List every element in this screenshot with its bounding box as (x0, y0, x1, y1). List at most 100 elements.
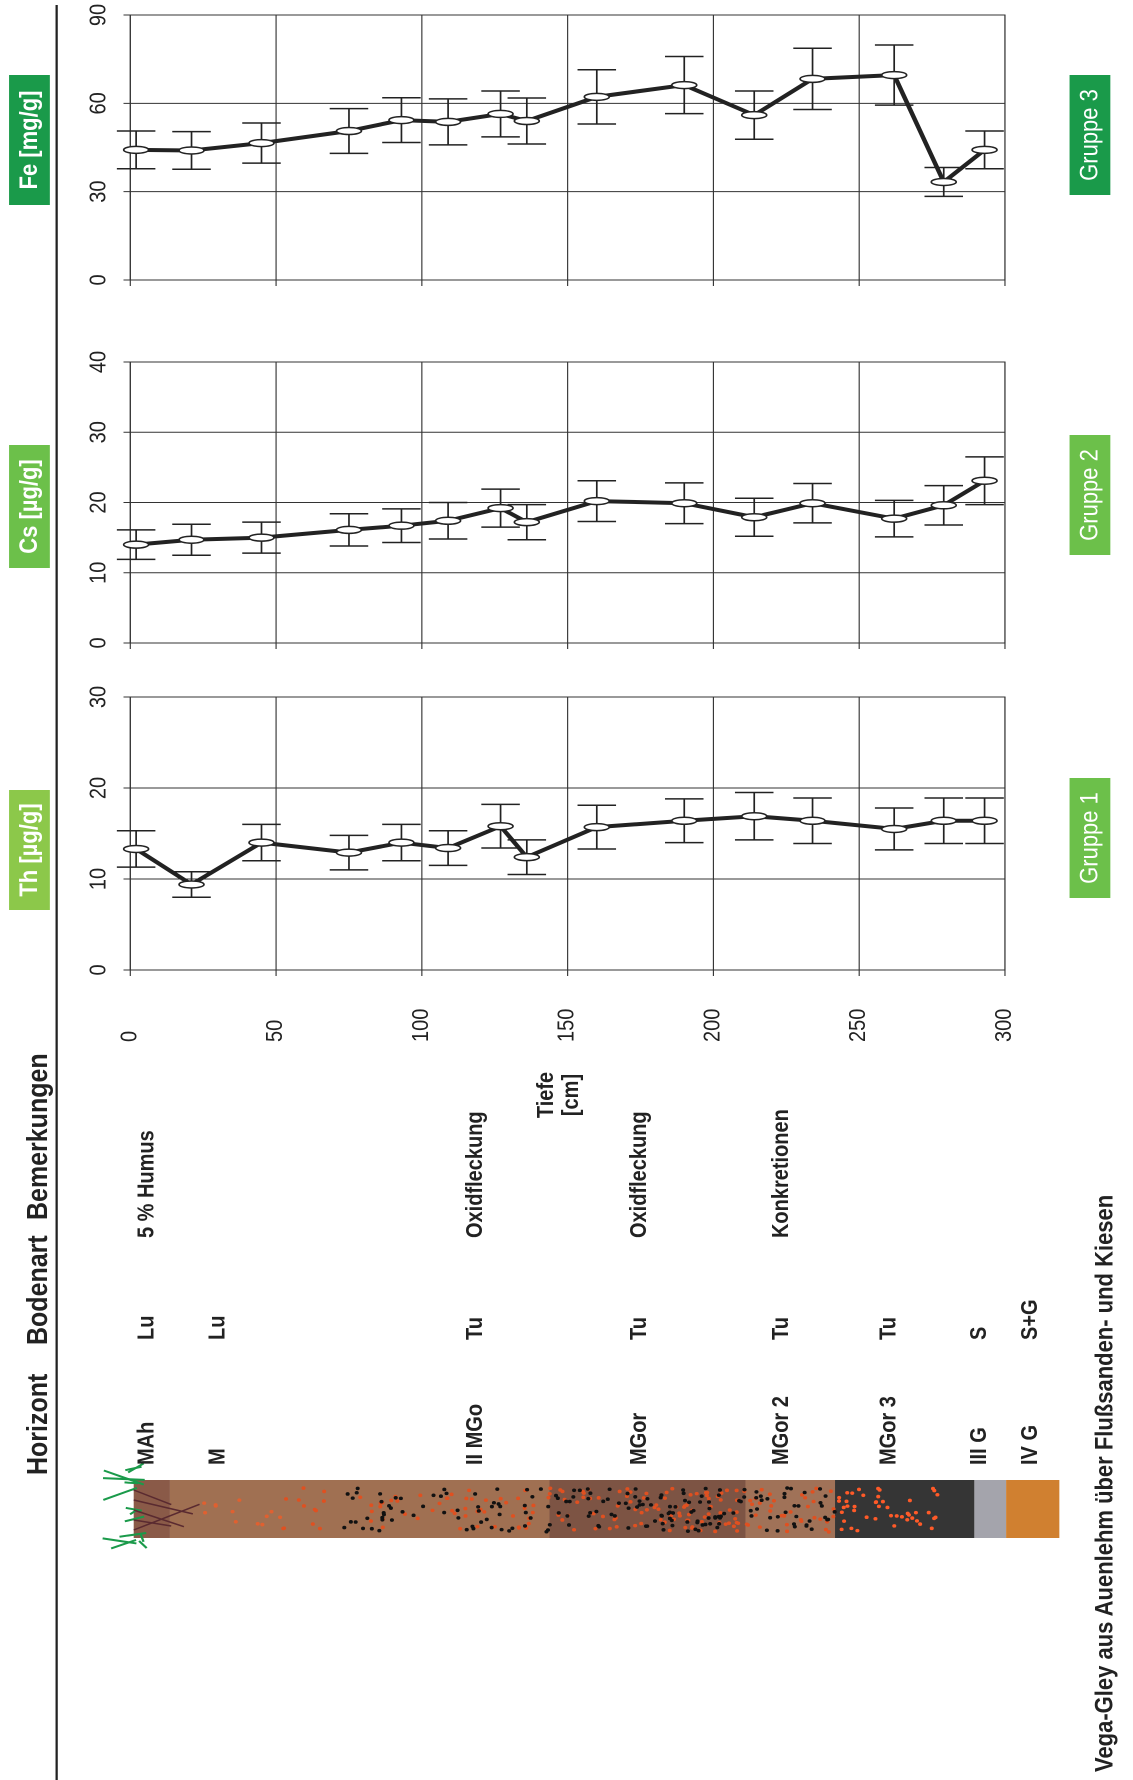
data-point (434, 843, 462, 853)
soil-dot (640, 1502, 645, 1507)
soil-dot (544, 1529, 549, 1534)
soil-dot (702, 1515, 707, 1519)
soil-dot (905, 1518, 910, 1522)
soil-dot (353, 1520, 358, 1524)
soil-layer (974, 1480, 1007, 1538)
soil-dot (935, 1492, 940, 1497)
soil-dot (301, 1504, 306, 1508)
horizon: MGor (626, 1413, 651, 1465)
soil-dot (726, 1521, 732, 1526)
soil-dot (260, 1522, 265, 1527)
soil-dot (555, 1496, 560, 1500)
soil-dot (596, 1496, 601, 1500)
data-point (178, 535, 205, 544)
soil-dot (744, 1522, 749, 1527)
soil-dot (538, 1487, 543, 1491)
horizon: II MGo (462, 1404, 487, 1465)
soil-dot (230, 1509, 235, 1514)
soil-dot (735, 1529, 740, 1533)
soil-dot (499, 1527, 504, 1532)
soil-dot (662, 1496, 668, 1500)
grass (102, 1477, 145, 1481)
data-point (971, 145, 998, 155)
y-tick-label: 20 (86, 491, 111, 513)
soil-dot (498, 1496, 503, 1501)
soil-dot (586, 1496, 591, 1501)
soil-dot (381, 1512, 386, 1517)
soil-dot (522, 1524, 528, 1528)
grass (139, 1534, 145, 1543)
soil-dot (530, 1494, 535, 1499)
soil-dot (719, 1491, 724, 1495)
soil-dot (575, 1500, 580, 1505)
soil-dot (877, 1488, 882, 1492)
grass (127, 1462, 145, 1474)
soil-dot (899, 1515, 904, 1519)
soil-dot (567, 1499, 572, 1504)
soil-dot (525, 1487, 530, 1492)
soil-dot (368, 1519, 373, 1523)
soil-dot (402, 1512, 407, 1516)
soil-dot (782, 1495, 787, 1500)
soil-dot (345, 1492, 350, 1496)
grass (119, 1531, 147, 1538)
soil-dot (641, 1496, 646, 1500)
soil-dot (668, 1513, 674, 1518)
soil-dot (894, 1514, 899, 1518)
soil-dot (597, 1524, 602, 1529)
soil-dot (560, 1518, 565, 1522)
soil-dot (723, 1522, 728, 1526)
soil-dot (203, 1510, 208, 1515)
soil-dot (749, 1514, 754, 1518)
horizon: III G (966, 1427, 991, 1465)
data-point (971, 816, 998, 826)
data-point (122, 540, 150, 549)
soil-dot (639, 1510, 644, 1515)
soil-dot (831, 1507, 836, 1511)
soil-dot (421, 1504, 426, 1509)
header-horizont: Horizont (22, 1374, 54, 1475)
data-point (930, 177, 958, 187)
soil-dot (823, 1515, 828, 1520)
y-tick-label: 20 (86, 777, 111, 799)
x-tick-label: 300 (991, 1009, 1016, 1042)
horizon: MAh (133, 1422, 158, 1465)
soil-dot (489, 1525, 494, 1530)
root (133, 1489, 172, 1506)
soil-dot (656, 1507, 661, 1511)
soil-dot (350, 1496, 355, 1500)
soil-dot (823, 1494, 828, 1498)
soil-dot (395, 1499, 400, 1503)
soil-dot (565, 1514, 570, 1518)
soil-dot (377, 1528, 382, 1533)
soil-dot (455, 1508, 460, 1513)
soil-dot (633, 1494, 638, 1499)
soil-dot (811, 1499, 816, 1504)
soil-dot (850, 1491, 855, 1495)
soil-dot (831, 1514, 836, 1519)
soil-dot (380, 1515, 385, 1520)
soil-dot (644, 1507, 649, 1512)
y-tick-label: 60 (86, 92, 111, 114)
soil-dot (861, 1493, 866, 1498)
soil-dot (757, 1501, 762, 1505)
soil-dot (321, 1499, 326, 1503)
data-point (930, 816, 958, 826)
soil-dot (445, 1496, 450, 1500)
remark: Oxidfleckung (626, 1111, 651, 1238)
soil-dot (458, 1526, 463, 1531)
soil-dot (378, 1492, 383, 1496)
soil-dot (202, 1501, 207, 1505)
soil-dot (546, 1495, 551, 1500)
soil-type: Tu (875, 1317, 900, 1340)
soil-dot (845, 1490, 850, 1495)
soil-dot (694, 1491, 699, 1496)
soil-dot (628, 1500, 633, 1504)
soil-dot (783, 1510, 788, 1515)
soil-dot (731, 1524, 736, 1529)
soil-dot (779, 1513, 784, 1518)
soil-dot (418, 1493, 423, 1498)
soil-dot (748, 1498, 753, 1503)
soil-dot (684, 1503, 689, 1507)
group-label: Gruppe 1 (1075, 792, 1103, 884)
